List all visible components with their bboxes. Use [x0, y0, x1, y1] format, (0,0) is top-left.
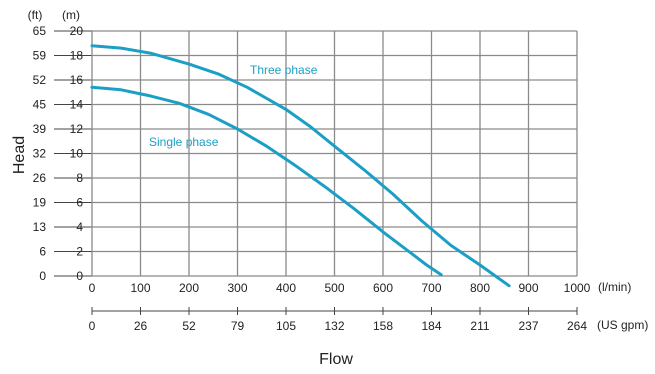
x-tick-label: 900 [518, 281, 538, 295]
y-tick-label-ft: 19 [33, 196, 47, 210]
x-tick-label: 600 [373, 281, 393, 295]
y-tick-label-m: 20 [70, 24, 84, 38]
x-tick-label: 100 [130, 281, 150, 295]
y-tick-label-m: 10 [70, 147, 84, 161]
x-gpm-tick-label: 184 [421, 319, 441, 333]
series-line-three-phase [90, 44, 511, 288]
y-tick-label-m: 18 [70, 49, 84, 63]
x-tick-labels-lpm: 0 100 200 300 400 500 600 700 800 900 1000 [89, 281, 591, 295]
y-unit-meters: (m) [62, 8, 80, 22]
y-tick-label-m: 16 [70, 73, 84, 87]
x-unit-gpm: (US gpm) [597, 318, 648, 332]
y-tick-label-ft: 0 [39, 269, 46, 283]
y-unit-feet: (ft) [28, 8, 43, 22]
y-tick-label-m: 12 [70, 122, 84, 136]
x-gpm-tick-label: 105 [276, 319, 296, 333]
y-tick-label-m: 8 [76, 171, 83, 185]
y-tick-label-m: 6 [76, 196, 83, 210]
y-tick-label-m: 14 [70, 98, 84, 112]
series-line-single-phase [90, 85, 443, 277]
y-tick-label-ft: 45 [33, 98, 47, 112]
y-tick-labels-feet: 0 6 13 19 26 32 39 45 52 59 65 [33, 24, 47, 283]
x-tick-label: 800 [470, 281, 490, 295]
y-tick-label-ft: 26 [33, 171, 47, 185]
x-gpm-tick-label: 0 [89, 319, 96, 333]
x-gpm-tick-label: 158 [373, 319, 393, 333]
series-label-single-phase: Single phase [149, 135, 219, 149]
y-tick-label-ft: 52 [33, 73, 47, 87]
series-label-three-phase: Three phase [250, 63, 318, 77]
y-tick-label-ft: 65 [33, 24, 47, 38]
x-unit-lpm: (l/min) [598, 280, 631, 294]
grid-lines [54, 30, 578, 315]
y-tick-label-ft: 32 [33, 147, 47, 161]
x-gpm-tick-label: 237 [518, 319, 538, 333]
y-tick-label-ft: 59 [33, 49, 47, 63]
x-gpm-tick-label: 79 [231, 319, 245, 333]
series-labels: Three phase Single phase [149, 63, 318, 149]
y-tick-label-m: 2 [76, 245, 83, 259]
x-tick-label: 200 [179, 281, 199, 295]
y-tick-label-ft: 6 [39, 245, 46, 259]
y-tick-labels-meters: 0 2 4 6 8 10 12 14 16 18 20 [70, 24, 84, 283]
y-tick-label-ft: 39 [33, 122, 47, 136]
x-tick-label: 400 [276, 281, 296, 295]
x-gpm-tick-label: 211 [470, 319, 489, 333]
x-gpm-tick-label: 52 [182, 319, 196, 333]
series-lines [90, 44, 511, 288]
y-axis-title: Head [11, 136, 28, 174]
x-tick-label: 500 [324, 281, 344, 295]
y-tick-label-ft: 13 [33, 220, 47, 234]
x-tick-label: 300 [227, 281, 247, 295]
x-tick-label: 1000 [564, 281, 591, 295]
x-gpm-tick-label: 132 [324, 319, 344, 333]
x-gpm-tick-label: 26 [134, 319, 148, 333]
x-tick-label: 0 [89, 281, 96, 295]
x-tick-label: 700 [421, 281, 441, 295]
x-tick-labels-gpm: 0 26 52 79 105 132 158 184 211 237 264 [89, 319, 588, 333]
y-tick-label-m: 4 [76, 220, 83, 234]
x-axis-title: Flow [319, 351, 353, 368]
x-gpm-tick-label: 264 [567, 319, 587, 333]
y-tick-label-m: 0 [76, 269, 83, 283]
